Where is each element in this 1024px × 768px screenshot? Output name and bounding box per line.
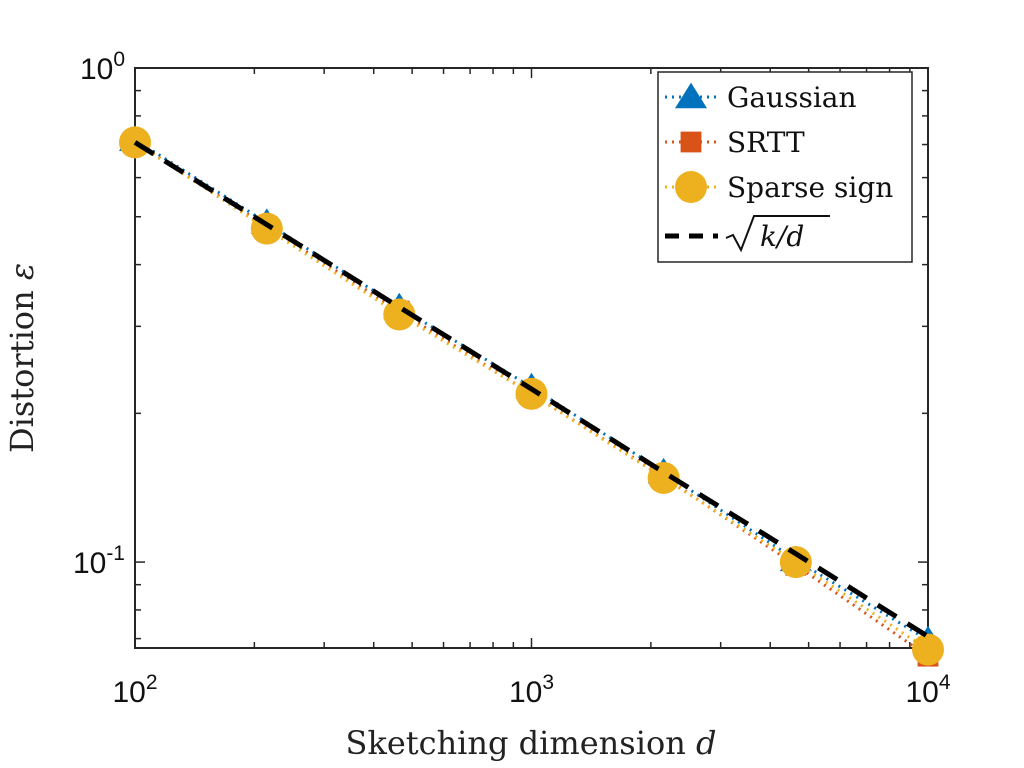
data-point [912,633,944,666]
y-tick-label: 100 [80,48,125,86]
series-line [133,140,930,639]
sqrt-symbol [725,215,830,253]
series-layer [119,125,944,667]
series-sparse-sign [119,126,944,666]
data-point [383,298,416,331]
x-tick-label: 102 [112,671,157,709]
y-axis-label: Distortion ε [3,263,41,453]
x-axis-label: Sketching dimension d [346,724,717,762]
legend-label: Gaussian [727,81,857,114]
legend-label: SRTT [727,126,805,159]
legend-entry: SRTT [665,126,805,159]
y-tick-label: 10-1 [73,542,125,580]
legend-label: Sparse sign [727,171,893,204]
axis-tick-labels: 102 103 104 10-1 100 [73,48,951,709]
legend-entry: Gaussian [665,81,857,114]
data-point [675,82,707,109]
axis-ticks [134,67,929,648]
legend-entry: k/d [665,215,830,253]
legend-label: k/d [760,220,804,253]
data-point [779,546,812,579]
data-point [680,131,702,153]
series-sqrt-k-d- [133,140,930,639]
x-tick-label: 103 [509,671,554,709]
legend: Gaussian SRTT Sparse sign k/d [657,71,913,263]
x-tick-label: 104 [905,671,950,709]
data-point [515,377,548,410]
data-point [675,171,707,203]
data-point [119,126,151,159]
legend-entry: Sparse sign [665,171,893,204]
